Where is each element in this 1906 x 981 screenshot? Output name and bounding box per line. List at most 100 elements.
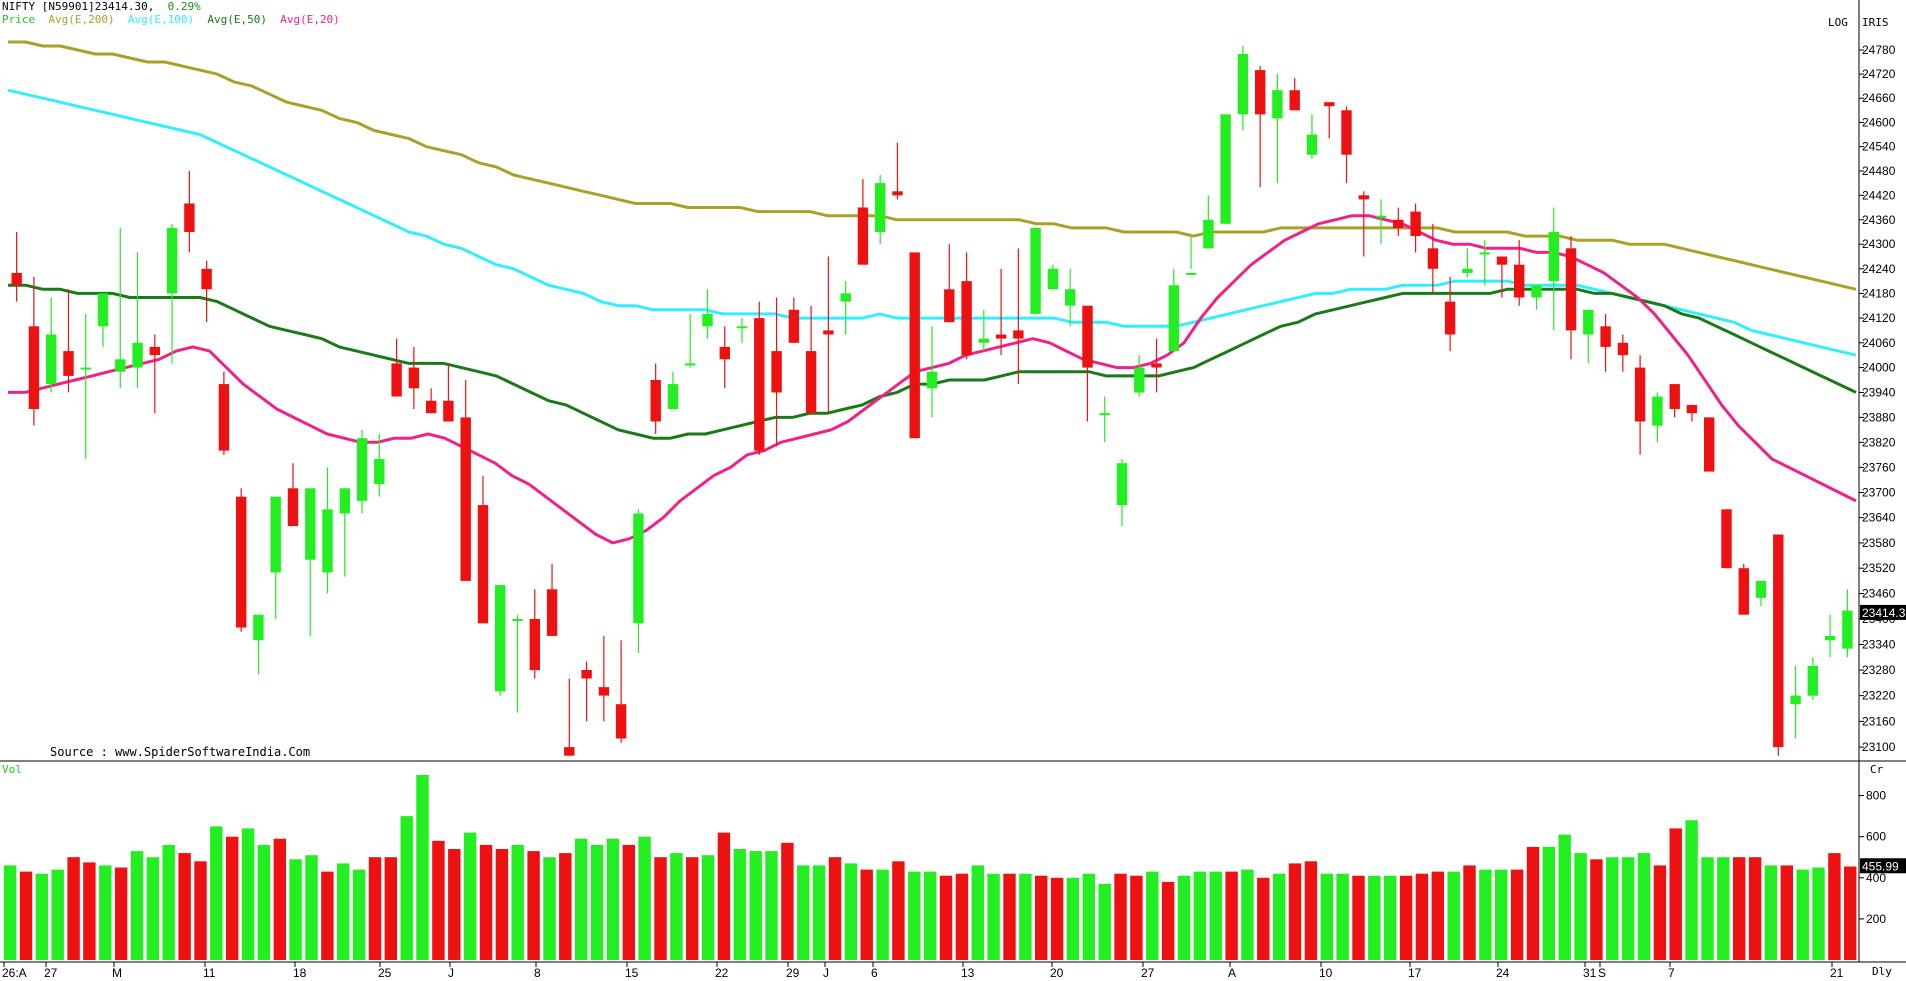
volume-bar[interactable] [781,842,794,960]
legend-avg100[interactable]: Avg(E,100) [127,13,195,26]
candle-body[interactable] [615,704,627,739]
volume-bar[interactable] [1463,865,1476,960]
volume-bar[interactable] [1368,875,1381,960]
candle-body[interactable] [1393,219,1404,228]
volume-bar[interactable] [812,865,826,960]
volume-bar[interactable] [575,838,588,960]
volume-bar[interactable] [1558,834,1571,960]
candle-body[interactable] [788,309,800,343]
volume-bar[interactable] [1003,873,1016,960]
candle-body[interactable] [1755,580,1767,598]
candle-body[interactable] [253,614,264,641]
volume-bar[interactable] [860,869,873,960]
volume-bar[interactable] [1241,869,1254,960]
candle-body[interactable] [1514,264,1525,298]
candle-body[interactable] [149,346,160,356]
volume-bar[interactable] [194,861,207,960]
candle-body[interactable] [28,326,40,409]
volume-bar[interactable] [416,775,429,960]
candle-body[interactable] [978,338,989,343]
candle-body[interactable] [512,619,523,621]
volume-bar[interactable] [527,851,540,960]
volume-bar[interactable] [114,867,128,961]
volume-bar[interactable] [1748,857,1762,960]
volume-bar[interactable] [1701,857,1714,960]
candle-body[interactable] [564,747,575,756]
volume-bar[interactable] [1542,846,1555,960]
volume-bar[interactable] [495,849,509,960]
volume-bar[interactable] [924,871,937,960]
iris-label[interactable]: IRIS [1862,16,1889,29]
candle-body[interactable] [1548,232,1559,282]
volume-bar[interactable] [606,838,620,960]
candle-body[interactable] [823,330,834,335]
volume-bar[interactable] [178,853,191,960]
volume-bar[interactable] [3,865,17,960]
volume-bar[interactable] [305,855,318,960]
volume-bar[interactable] [797,865,810,960]
candle-body[interactable] [1565,248,1577,331]
volume-bar[interactable] [1796,869,1809,960]
candle-body[interactable] [944,289,955,323]
candle-body[interactable] [1341,110,1352,155]
candle-body[interactable] [1134,367,1145,393]
candle-body[interactable] [1324,102,1335,107]
volume-bar[interactable] [1225,871,1238,960]
volume-bar[interactable] [749,851,762,960]
volume-bar[interactable] [1273,873,1286,960]
volume-bar[interactable] [352,869,366,960]
volume-bar[interactable] [51,869,64,960]
volume-bar[interactable] [257,844,271,960]
candle-body[interactable] [201,268,212,290]
candle-body[interactable] [1168,285,1179,352]
volume-bar[interactable] [1574,853,1587,960]
volume-bar[interactable] [321,871,334,960]
volume-bar[interactable] [1431,871,1444,960]
candle-body[interactable] [1047,268,1059,290]
volume-bar[interactable] [892,861,905,960]
candle-body[interactable] [1427,248,1439,269]
candle-body[interactable] [805,351,817,414]
candle-body[interactable] [1531,285,1542,298]
volume-bar[interactable] [1177,875,1191,960]
candle-body[interactable] [356,438,368,501]
candle-body[interactable] [166,227,178,294]
candle-body[interactable] [1462,268,1473,273]
volume-bar[interactable] [590,844,604,960]
candle-body[interactable] [1738,568,1749,615]
candle-body[interactable] [926,371,938,389]
candle-body[interactable] [1634,367,1646,422]
candle-body[interactable] [529,619,540,671]
log-scale-toggle[interactable]: LOG [1828,16,1848,29]
volume-bar[interactable] [908,871,921,960]
volume-bar[interactable] [844,863,858,960]
candle-body[interactable] [1220,114,1231,224]
candle-body[interactable] [408,367,420,389]
volume-bar[interactable] [400,816,413,960]
candle-body[interactable] [132,342,143,368]
candle-body[interactable] [1272,90,1283,119]
candle-body[interactable] [1790,695,1801,705]
candle-body[interactable] [1289,90,1300,111]
candle-body[interactable] [305,488,316,560]
candle-body[interactable] [287,488,299,527]
volume-bar[interactable] [622,844,635,960]
candle-body[interactable] [1237,54,1249,115]
candle-body[interactable] [667,384,679,409]
candle-body[interactable] [322,509,333,573]
volume-bar[interactable] [1161,881,1175,960]
volume-bar[interactable] [146,857,160,960]
volume-bar[interactable] [1019,873,1032,960]
volume-bar[interactable] [448,849,461,960]
volume-bar[interactable] [1384,875,1397,960]
candle-body[interactable] [11,272,22,286]
volume-bar[interactable] [1590,859,1603,960]
candle-body[interactable] [1151,363,1162,368]
volume-bar[interactable] [1812,867,1825,961]
candle-body[interactable] [1842,610,1853,649]
volume-bar[interactable] [1479,869,1492,960]
volume-bar[interactable] [35,873,48,960]
volume-bar[interactable] [638,836,651,960]
candle-body[interactable] [546,589,558,636]
candle-body[interactable] [685,363,696,366]
